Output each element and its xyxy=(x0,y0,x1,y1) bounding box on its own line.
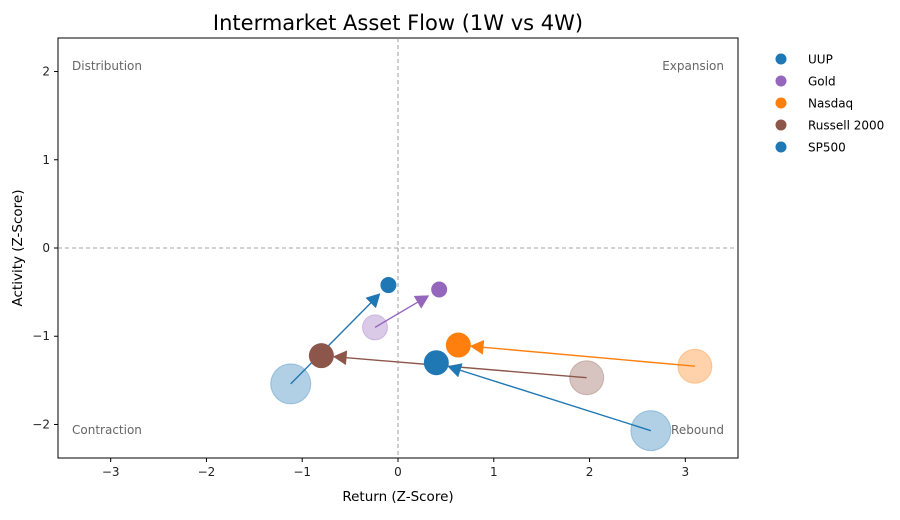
y-tick-label: 2 xyxy=(42,65,50,79)
arrow-head-sp500 xyxy=(447,363,463,378)
legend-item-uup: UUP xyxy=(775,53,833,67)
x-axis-label: Return (Z-Score) xyxy=(342,489,453,505)
legend-marker xyxy=(775,119,787,131)
y-tick-label: −2 xyxy=(32,417,50,431)
plot-area: −3 −2 −1 0 1 2 3 −2 −1 0 1 2 Distribution Expansio… xyxy=(32,37,739,479)
legend-label: SP500 xyxy=(808,141,846,155)
arrow-line-sp500 xyxy=(459,369,652,432)
quadrant-label-distribution: Distribution xyxy=(72,59,142,73)
x-tick-label: 1 xyxy=(490,465,498,479)
legend-item-nasdaq: Nasdaq xyxy=(775,97,853,111)
legend-label: UUP xyxy=(808,53,833,67)
x-tick-label: 2 xyxy=(586,465,594,479)
x-tick-label: −3 xyxy=(102,465,120,479)
arrow-head-uup xyxy=(365,293,381,309)
x-tick-label: 3 xyxy=(682,465,690,479)
y-axis-label: Activity (Z-Score) xyxy=(10,189,26,306)
end-point-uup xyxy=(380,277,397,294)
arrow-line-russell-2000 xyxy=(346,357,587,379)
legend-label: Gold xyxy=(808,75,836,89)
legend-marker xyxy=(775,75,787,87)
arrow-head-gold xyxy=(413,295,430,309)
x-tick-label: −2 xyxy=(198,465,216,479)
legend-item-russell-2000: Russell 2000 xyxy=(775,119,884,133)
start-points xyxy=(270,314,713,452)
arrow-head-nasdaq xyxy=(469,339,485,355)
end-point-nasdaq xyxy=(445,332,471,358)
end-point-russell-2000 xyxy=(308,343,334,369)
y-tick-label: −1 xyxy=(32,329,50,343)
x-tick-label: −1 xyxy=(293,465,311,479)
arrows xyxy=(290,293,695,432)
end-points xyxy=(308,277,471,376)
legend: UUP Gold Nasdaq Russell 2000 SP500 xyxy=(775,53,884,155)
legend-marker xyxy=(775,53,787,65)
arrow-line-gold xyxy=(374,301,419,329)
end-point-gold xyxy=(431,281,448,298)
legend-item-sp500: SP500 xyxy=(775,141,846,155)
arrow-head-russell-2000 xyxy=(332,350,348,366)
x-axis-ticks: −3 −2 −1 0 1 2 3 xyxy=(102,458,689,479)
legend-label: Nasdaq xyxy=(808,97,853,111)
arrow-line-uup xyxy=(290,302,372,385)
chart-title: Intermarket Asset Flow (1W vs 4W) xyxy=(213,11,583,35)
legend-label: Russell 2000 xyxy=(808,119,884,133)
legend-marker xyxy=(775,97,787,109)
data-marks xyxy=(270,277,713,452)
y-tick-label: 1 xyxy=(42,153,50,167)
legend-item-gold: Gold xyxy=(775,75,836,89)
quadrant-label-contraction: Contraction xyxy=(72,423,142,437)
y-axis-ticks: −2 −1 0 1 2 xyxy=(32,65,58,431)
quadrant-label-rebound: Rebound xyxy=(671,423,724,437)
x-tick-label: 0 xyxy=(394,465,402,479)
end-point-sp500 xyxy=(423,350,449,376)
y-tick-label: 0 xyxy=(42,241,50,255)
quadrant-label-expansion: Expansion xyxy=(662,59,724,73)
legend-marker xyxy=(775,141,787,153)
arrow-line-nasdaq xyxy=(483,346,695,367)
